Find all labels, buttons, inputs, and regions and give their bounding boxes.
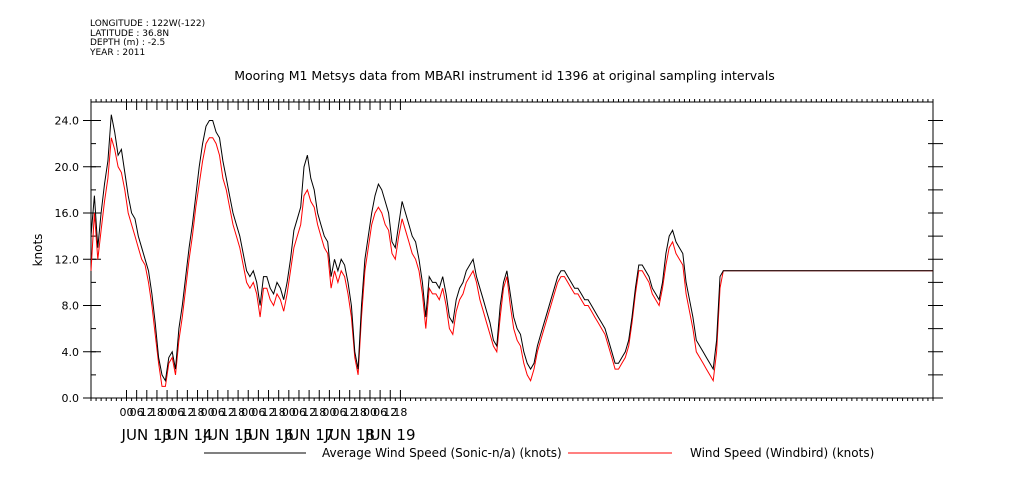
x-tick-label: 00 xyxy=(282,406,296,419)
x-tick-label: 00 xyxy=(363,406,377,419)
x-tick-label: 12 xyxy=(262,406,276,419)
x-tick-label: 06 xyxy=(170,406,184,419)
x-tick-label: 06 xyxy=(251,406,265,419)
day-label: JUN 17 xyxy=(283,426,334,444)
y-tick-label: 8.0 xyxy=(62,300,80,313)
x-tick-label: 12 xyxy=(140,406,154,419)
x-tick-label: 00 xyxy=(201,406,215,419)
x-tick-label: 06 xyxy=(211,406,225,419)
day-label: JUN 15 xyxy=(202,426,253,444)
x-tick-label: 06 xyxy=(373,406,387,419)
chart-title: Mooring M1 Metsys data from MBARI instru… xyxy=(234,68,775,83)
series-line-sonic xyxy=(90,114,933,383)
x-tick-label: 00 xyxy=(160,406,174,419)
x-tick-label: 18 xyxy=(353,406,367,419)
y-tick-label: 24.0 xyxy=(55,115,80,128)
x-tick-label: 18 xyxy=(272,406,286,419)
y-axis: 0.0 4.0 8.0 12.0 16.0 20.0 24.0 xyxy=(55,115,101,405)
x-tick-label: 12 xyxy=(180,406,194,419)
series-line-windbird xyxy=(90,137,933,387)
x-tick-label: 12 xyxy=(383,406,397,419)
x-tick-label: 06 xyxy=(292,406,306,419)
y-tick-label: 20.0 xyxy=(55,161,80,174)
x-tick-label: 06 xyxy=(130,406,144,419)
x-tick-label: 18 xyxy=(393,406,407,419)
latitude-label: LATITUDE : 36.8N xyxy=(90,28,170,39)
y-tick-label: 0.0 xyxy=(62,392,80,405)
longitude-label: LONGITUDE : 122W(-122) xyxy=(90,19,206,29)
x-tick-label: 18 xyxy=(191,406,205,419)
x-tick-label: 00 xyxy=(120,406,134,419)
x-tick-label: 12 xyxy=(302,406,316,419)
x-tick-label: 18 xyxy=(150,406,164,419)
y-tick-label: 16.0 xyxy=(55,207,80,220)
day-label: JUN 19 xyxy=(364,426,415,444)
x-tick-label: 18 xyxy=(231,406,245,419)
day-label: JUN 16 xyxy=(242,426,293,444)
y-tick-label: 12.0 xyxy=(55,253,80,266)
series-layer xyxy=(90,114,933,387)
minor-ticks xyxy=(90,99,943,401)
depth-label: DEPTH (m) : -2.5 xyxy=(90,38,166,48)
y-tick-label: 4.0 xyxy=(62,346,80,359)
x-tick-label: 00 xyxy=(241,406,255,419)
x-tick-label: 12 xyxy=(221,406,235,419)
x-tick-label: 12 xyxy=(343,406,357,419)
x-tick-label: 06 xyxy=(333,406,347,419)
day-label: JUN 14 xyxy=(161,426,212,444)
day-label: JUN 13 xyxy=(121,426,172,444)
x-tick-label: 00 xyxy=(322,406,336,419)
y-axis-label: knots xyxy=(31,234,45,267)
x-axis: 0006121800061218000612180006121800061218… xyxy=(120,102,416,444)
station-metadata: LONGITUDE : 122W(-122) LATITUDE : 36.8N … xyxy=(90,19,206,58)
x-tick-label: 18 xyxy=(312,406,326,419)
day-label: JUN 18 xyxy=(323,426,374,444)
year-label: YEAR : 2011 xyxy=(90,47,146,58)
